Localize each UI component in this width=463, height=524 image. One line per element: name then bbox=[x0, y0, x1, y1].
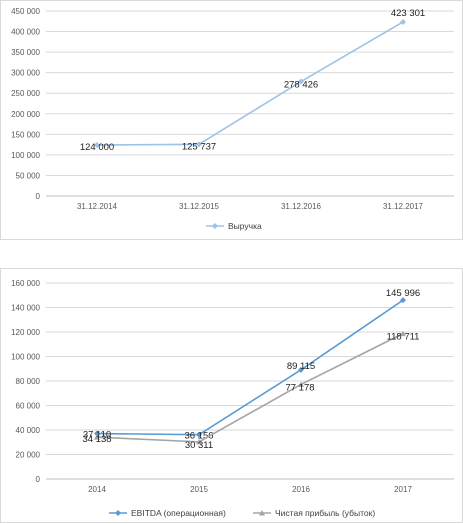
data-point bbox=[400, 330, 406, 337]
y-tick-label: 0 bbox=[36, 475, 41, 484]
legend-marker bbox=[212, 223, 218, 229]
data-point bbox=[94, 430, 100, 437]
legend-label: Выручка bbox=[228, 221, 262, 231]
x-tick-label: 31.12.2014 bbox=[77, 202, 118, 211]
x-tick-label: 2017 bbox=[394, 485, 412, 494]
data-label: 34 138 bbox=[82, 434, 111, 445]
data-label: 118 711 bbox=[387, 332, 420, 343]
y-tick-label: 350 000 bbox=[11, 48, 40, 57]
ebitda-profit-chart-panel: 0 20 000 40 000 60 000 80 000 100 000 120 000 1… bbox=[0, 268, 463, 523]
y-tick-label: 0 bbox=[36, 192, 41, 201]
y-tick-label: 160 000 bbox=[11, 279, 40, 288]
y-tick-label: 20 000 bbox=[16, 451, 41, 460]
series-line bbox=[96, 21, 404, 146]
y-tick-label: 40 000 bbox=[16, 426, 41, 435]
series-line bbox=[96, 332, 404, 443]
legend-marker bbox=[115, 510, 121, 516]
data-label: 77 178 bbox=[285, 382, 314, 393]
series-line bbox=[96, 299, 404, 436]
x-tick-label: 2014 bbox=[88, 485, 106, 494]
y-tick-label: 120 000 bbox=[11, 328, 40, 337]
data-point bbox=[196, 438, 202, 445]
data-point bbox=[94, 142, 100, 149]
y-tick-label: 60 000 bbox=[16, 402, 41, 411]
ebitda-profit-chart: 0 20 000 40 000 60 000 80 000 100 000 120 000 1… bbox=[11, 279, 454, 518]
data-label: 278 426 bbox=[284, 80, 318, 91]
data-label: 124 000 bbox=[80, 142, 114, 153]
y-tick-label: 200 000 bbox=[11, 110, 40, 119]
data-point bbox=[298, 366, 304, 373]
data-label: 89 115 bbox=[287, 361, 315, 372]
y-tick-label: 100 000 bbox=[11, 151, 40, 160]
data-point bbox=[298, 78, 304, 85]
data-point bbox=[196, 141, 202, 148]
data-point bbox=[298, 381, 304, 387]
y-tick-label: 80 000 bbox=[16, 377, 41, 386]
x-tick-label: 2015 bbox=[190, 485, 208, 494]
x-tick-label: 31.12.2017 bbox=[383, 202, 424, 211]
legend-label: EBITDA (операционная) bbox=[131, 508, 226, 518]
x-tick-label: 31.12.2016 bbox=[281, 202, 322, 211]
x-tick-label: 2016 bbox=[292, 485, 310, 494]
revenue-chart-panel: 0 50 000 100 000 150 000 200 000 250 000 300 0… bbox=[0, 0, 463, 240]
data-point bbox=[400, 18, 406, 25]
x-tick-label: 31.12.2015 bbox=[179, 202, 220, 211]
data-point bbox=[196, 431, 202, 438]
data-label: 36 156 bbox=[184, 431, 213, 442]
y-tick-label: 50 000 bbox=[16, 171, 41, 180]
revenue-chart: 0 50 000 100 000 150 000 200 000 250 000 300 0… bbox=[11, 7, 454, 231]
y-tick-label: 450 000 bbox=[11, 7, 40, 16]
data-label: 145 996 bbox=[386, 288, 420, 299]
y-tick-label: 140 000 bbox=[11, 304, 40, 313]
y-tick-label: 100 000 bbox=[11, 353, 40, 362]
y-tick-label: 400 000 bbox=[11, 28, 40, 37]
legend-marker bbox=[259, 510, 265, 516]
data-label: 423 301 bbox=[391, 8, 425, 19]
y-tick-label: 250 000 bbox=[11, 89, 40, 98]
data-label: 125 737 bbox=[182, 141, 216, 152]
y-tick-label: 150 000 bbox=[11, 130, 40, 139]
legend-label: Чистая прибыль (убыток) bbox=[275, 508, 375, 518]
data-point bbox=[94, 434, 100, 440]
y-tick-label: 300 000 bbox=[11, 69, 40, 78]
data-point bbox=[400, 297, 406, 304]
data-label: 30 311 bbox=[185, 440, 213, 451]
